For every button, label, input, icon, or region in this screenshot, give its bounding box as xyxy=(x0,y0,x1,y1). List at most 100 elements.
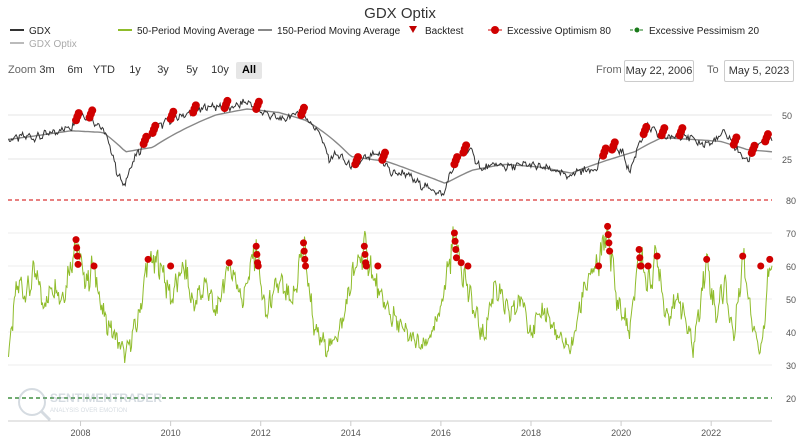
zoom-label: Zoom xyxy=(8,64,37,76)
price-optimism-marker xyxy=(253,101,262,110)
legend-item: GDX Optix xyxy=(10,39,77,50)
price-optimism-marker xyxy=(729,140,738,149)
price-optimism-marker xyxy=(166,114,175,123)
price-optimism-marker xyxy=(222,100,231,109)
watermark-icon xyxy=(18,388,46,416)
optix-optimism-marker xyxy=(374,262,382,270)
price-optimism-marker xyxy=(747,148,756,157)
legend-swatch xyxy=(491,26,499,34)
optix-optimism-marker xyxy=(144,255,152,263)
price-optimism-marker xyxy=(731,136,740,145)
price-optimism-marker xyxy=(732,133,741,142)
optix-optimism-marker xyxy=(766,255,774,263)
price-optimism-marker xyxy=(86,109,95,118)
price-optimism-marker xyxy=(600,148,609,157)
price-optimism-marker xyxy=(352,156,361,165)
optix-optimism-marker xyxy=(254,259,262,267)
optix-optimism-marker xyxy=(74,260,82,268)
price-optimism-marker xyxy=(142,132,151,141)
optix-y-tick-label: 70 xyxy=(786,229,796,239)
zoom-button-ytd[interactable]: YTD xyxy=(93,64,115,76)
price-optimism-marker xyxy=(749,145,758,154)
zoom-button-10y[interactable]: 10y xyxy=(211,64,229,76)
to-label: To xyxy=(707,64,719,76)
price-optimism-marker xyxy=(642,122,651,131)
price-optimism-marker xyxy=(74,109,83,118)
optix-optimism-marker xyxy=(636,262,644,270)
from-label: From xyxy=(596,64,622,76)
price-optimism-marker xyxy=(657,131,666,140)
legend-item: GDX xyxy=(10,26,51,37)
x-tick-label: 2016 xyxy=(431,428,451,438)
price-optimism-marker xyxy=(608,145,617,154)
zoom-button-3y[interactable]: 3y xyxy=(157,64,169,76)
optix-optimism-marker xyxy=(464,262,472,270)
legend: GDX 50-Period Moving Average 150-Period Mo… xyxy=(10,26,759,50)
legend-item: Excessive Optimism 80 xyxy=(488,26,611,37)
zoom-button-3m[interactable]: 3m xyxy=(39,64,55,76)
zoom-button-5y[interactable]: 5y xyxy=(186,64,198,76)
price-optimism-marker xyxy=(640,126,649,135)
optix-optimism-marker xyxy=(595,262,603,270)
zoom-button-1y[interactable]: 1y xyxy=(129,64,141,76)
price-optimism-marker xyxy=(675,131,684,140)
legend-label: 150-Period Moving Average xyxy=(277,26,401,37)
legend-item: Excessive Pessimism 20 xyxy=(630,26,759,37)
price-optimism-marker xyxy=(254,97,263,106)
price-optimism-marker xyxy=(252,104,261,113)
optix-optimism-marker xyxy=(253,250,261,258)
optix-y-tick-label: 80 xyxy=(786,196,796,206)
price-optimism-marker xyxy=(379,152,388,161)
x-tick-label: 2018 xyxy=(521,428,541,438)
optix-optimism-marker xyxy=(254,262,262,270)
price-optimism-marker xyxy=(450,160,459,169)
to-date-input[interactable]: May 5, 2023 xyxy=(724,60,794,82)
price-optimism-marker xyxy=(610,138,619,147)
optix-optimism-marker xyxy=(90,262,98,270)
price-optimism-marker xyxy=(451,156,460,165)
price-optimism-marker xyxy=(453,153,462,162)
price-optimism-marker xyxy=(220,104,229,113)
optix-optimism-marker xyxy=(636,254,644,262)
optix-optimism-marker xyxy=(450,229,458,237)
price-optimism-marker xyxy=(189,108,198,117)
optix-y-tick-label: 20 xyxy=(786,394,796,404)
x-tick-label: 2012 xyxy=(251,428,271,438)
legend-swatch xyxy=(634,27,640,33)
price-optimism-marker xyxy=(750,141,759,150)
legend-swatch xyxy=(409,26,417,33)
optix-optimism-marker xyxy=(300,239,308,247)
optix-optimism-marker xyxy=(252,242,260,250)
price-optimism-marker xyxy=(460,144,469,153)
watermark-tagline: ANALYSIS OVER EMOTION xyxy=(50,408,127,414)
legend-item: 150-Period Moving Average xyxy=(258,26,401,37)
optix-optimism-marker xyxy=(635,246,643,253)
optix-optimism-marker xyxy=(644,262,652,270)
optix-optimism-marker xyxy=(451,237,459,245)
price-optimism-marker xyxy=(762,133,771,142)
price-optimism-marker xyxy=(459,148,468,157)
zoom-button-6m[interactable]: 6m xyxy=(67,64,83,76)
optix-optimism-marker xyxy=(604,231,612,239)
price-optimism-marker xyxy=(660,124,669,133)
optix-optimism-marker xyxy=(302,262,310,270)
price-optimism-marker xyxy=(298,107,307,116)
price-optimism-marker xyxy=(190,104,199,113)
price-optimism-marker xyxy=(191,101,200,110)
series-line-gdx xyxy=(8,98,773,197)
optix-optimism-marker xyxy=(452,254,460,262)
legend-label: Excessive Optimism 80 xyxy=(507,26,611,37)
price-optimism-marker xyxy=(761,137,770,146)
watermark-icon-handle xyxy=(39,409,52,422)
price-optimism-marker xyxy=(381,148,390,157)
price-y-tick-label: 25 xyxy=(782,155,792,165)
x-tick-label: 2010 xyxy=(161,428,181,438)
optix-optimism-marker xyxy=(637,262,645,270)
zoom-button-all[interactable]: All xyxy=(236,62,262,79)
chart-title: GDX Optix xyxy=(364,5,436,22)
price-optimism-marker xyxy=(351,160,360,169)
price-optimism-marker xyxy=(140,136,149,145)
from-date-input[interactable]: May 22, 2006 xyxy=(624,60,694,82)
series-line-gdx-optix xyxy=(8,226,773,364)
